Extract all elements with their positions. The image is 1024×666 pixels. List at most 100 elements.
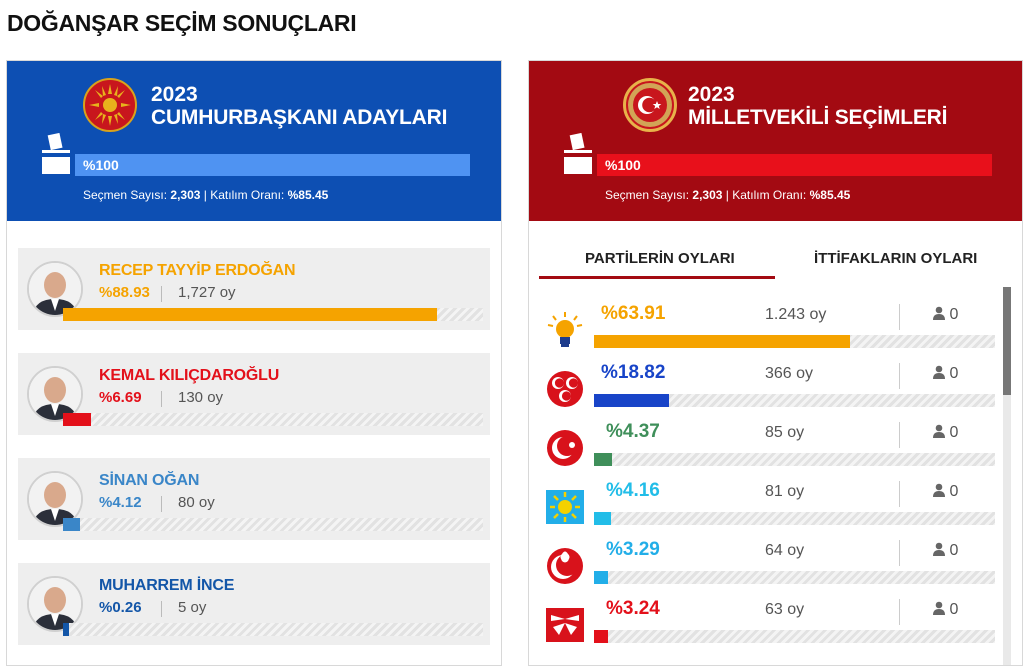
- party-bar-fill: [594, 453, 612, 466]
- bbp-tulip-icon: [545, 546, 585, 586]
- divider: [899, 599, 900, 625]
- party-bar-track: [594, 394, 995, 407]
- candidate-card[interactable]: KEMAL KILIÇDAROĞLU %6.69 130 oy: [18, 353, 490, 435]
- presidential-participation-rate: %85.45: [287, 188, 329, 202]
- parliament-turnout-fill: [597, 154, 992, 176]
- party-row[interactable]: %3.29 64 oy 0: [539, 538, 995, 593]
- party-row[interactable]: %63.91 1.243 oy 0: [539, 302, 995, 357]
- candidate-percentage: %88.93: [99, 284, 150, 301]
- tab-alliance-votes[interactable]: İTTİFAKLARIN OYLARI: [814, 250, 978, 267]
- party-bar-fill: [594, 512, 611, 525]
- party-votes: 85 oy: [765, 424, 805, 441]
- presidential-turnout-fill: [75, 154, 470, 176]
- candidate-votes: 80 oy: [178, 494, 215, 511]
- presidential-header: 2023 CUMHURBAŞKANI ADAYLARI %100 Seçmen …: [7, 61, 501, 221]
- divider: [899, 540, 900, 566]
- user-icon: [933, 483, 945, 497]
- party-bar-track: [594, 453, 995, 466]
- party-votes: 64 oy: [765, 542, 805, 559]
- ballot-box-icon: [564, 133, 592, 174]
- party-votes: 81 oy: [765, 483, 805, 500]
- party-seat-count: 0: [949, 424, 959, 441]
- parliament-turnout-bar: %100: [597, 154, 992, 176]
- mhp-crescents-icon: [545, 369, 585, 409]
- candidate-votes: 1,727 oy: [178, 284, 236, 301]
- user-icon: [933, 306, 945, 320]
- active-tab-indicator: [539, 276, 775, 279]
- parliament-voter-line: Seçmen Sayısı: 2,303 | Katılım Oranı: %8…: [605, 188, 851, 202]
- party-seat-count: 0: [949, 542, 959, 559]
- parliament-seal-icon: [623, 78, 677, 132]
- party-percentage: %4.37: [606, 421, 660, 442]
- tab-party-votes[interactable]: PARTİLERİN OYLARI: [585, 250, 735, 267]
- user-icon: [933, 601, 945, 615]
- party-seats: 0: [933, 483, 958, 501]
- scrollbar-thumb[interactable]: [1003, 287, 1011, 395]
- presidential-panel: 2023 CUMHURBAŞKANI ADAYLARI %100 Seçmen …: [6, 60, 502, 666]
- party-list-scrollbar[interactable]: [1003, 287, 1011, 665]
- party-seats: 0: [933, 424, 958, 442]
- candidate-percentage: %6.69: [99, 389, 142, 406]
- candidate-card[interactable]: SİNAN OĞAN %4.12 80 oy: [18, 458, 490, 540]
- candidate-bar-track: [63, 413, 483, 426]
- candidate-percentage: %0.26: [99, 599, 142, 616]
- presidential-voter-line: Seçmen Sayısı: 2,303 | Katılım Oranı: %8…: [83, 188, 329, 202]
- divider: [899, 363, 900, 389]
- party-seat-count: 0: [949, 365, 959, 382]
- divider: [899, 481, 900, 507]
- user-icon: [933, 424, 945, 438]
- party-percentage: %3.24: [606, 598, 660, 619]
- chp-arrows-icon: [545, 605, 585, 645]
- presidential-year: 2023: [151, 83, 198, 106]
- candidate-bar-fill: [63, 413, 92, 426]
- party-bar-fill: [594, 630, 609, 643]
- candidate-bar-track: [63, 518, 483, 531]
- party-bar-track: [594, 571, 995, 584]
- party-percentage: %4.16: [606, 480, 660, 501]
- candidate-bar-track: [63, 623, 483, 636]
- party-bar-track: [594, 335, 995, 348]
- presidential-title: CUMHURBAŞKANI ADAYLARI: [151, 106, 448, 129]
- parliament-turnout-label: %100: [605, 157, 641, 173]
- candidate-votes: 130 oy: [178, 389, 224, 406]
- parliament-year: 2023: [688, 83, 735, 106]
- presidential-turnout-label: %100: [83, 157, 119, 173]
- candidate-bar-fill: [63, 518, 81, 531]
- party-seat-count: 0: [949, 483, 959, 500]
- party-row[interactable]: %4.37 85 oy 0: [539, 420, 995, 475]
- party-bar-fill: [594, 335, 851, 348]
- party-seat-count: 0: [949, 601, 959, 618]
- candidate-name: MUHARREM İNCE: [99, 577, 235, 594]
- candidate-bar-track: [63, 308, 483, 321]
- ballot-box-icon: [42, 133, 70, 174]
- candidate-bar-fill: [63, 623, 70, 636]
- candidate-card[interactable]: MUHARREM İNCE %0.26 5 oy: [18, 563, 490, 645]
- candidate-name: KEMAL KILIÇDAROĞLU: [99, 367, 280, 384]
- party-row[interactable]: %18.82 366 oy 0: [539, 361, 995, 416]
- candidate-avatar: [27, 471, 83, 527]
- parliament-participation-rate: %85.45: [809, 188, 851, 202]
- yrp-crescent-icon: [545, 428, 585, 468]
- candidate-card[interactable]: RECEP TAYYİP ERDOĞAN %88.93 1,727 oy: [18, 248, 490, 330]
- party-seats: 0: [933, 601, 958, 619]
- user-icon: [933, 542, 945, 556]
- party-bar-track: [594, 630, 995, 643]
- iyi-sun-icon: [545, 487, 585, 527]
- party-seats: 0: [933, 365, 958, 383]
- presidential-voter-count: 2,303: [170, 188, 201, 202]
- candidate-name: SİNAN OĞAN: [99, 472, 200, 489]
- party-seats: 0: [933, 542, 958, 560]
- party-bar-fill: [594, 394, 670, 407]
- party-percentage: %63.91: [601, 303, 666, 324]
- party-row[interactable]: %3.24 63 oy 0: [539, 597, 995, 652]
- party-percentage: %18.82: [601, 362, 666, 383]
- user-icon: [933, 365, 945, 379]
- party-percentage: %3.29: [606, 539, 660, 560]
- party-seat-count: 0: [949, 306, 959, 323]
- party-row[interactable]: %4.16 81 oy 0: [539, 479, 995, 534]
- divider: [899, 422, 900, 448]
- party-bar-track: [594, 512, 995, 525]
- parliament-voter-count: 2,303: [692, 188, 723, 202]
- akp-bulb-icon: [545, 310, 585, 350]
- divider: [161, 496, 162, 512]
